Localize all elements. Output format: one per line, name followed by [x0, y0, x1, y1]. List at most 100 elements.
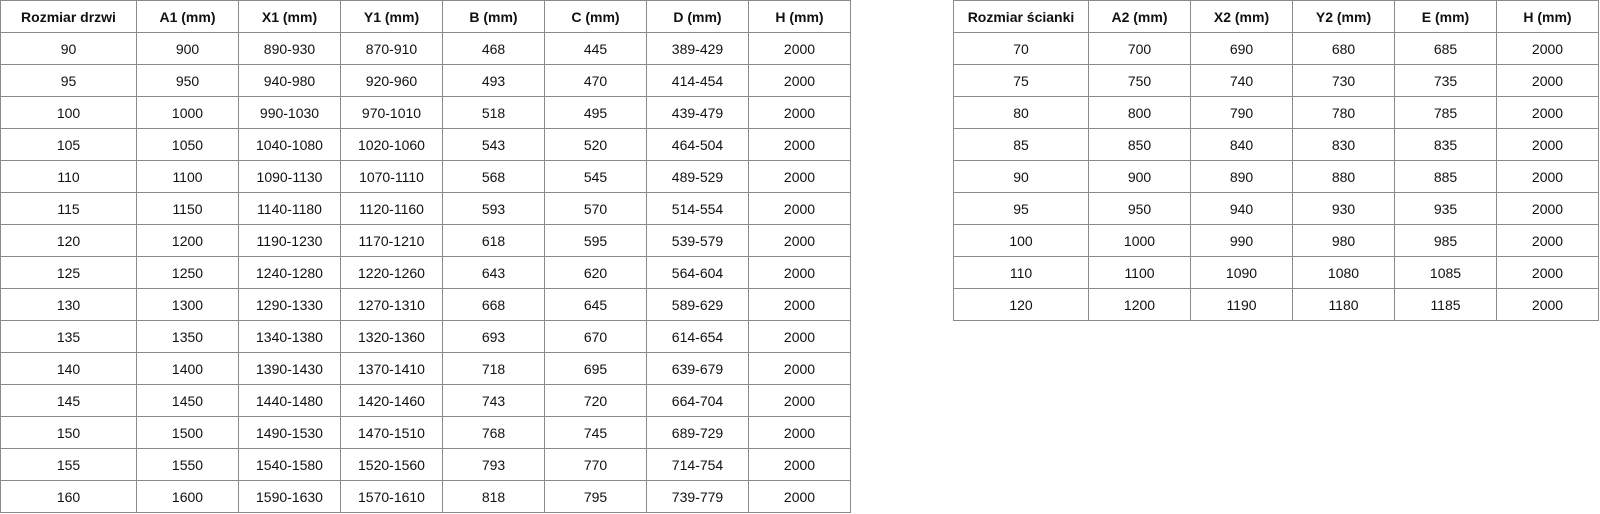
table-cell: 150	[0, 416, 137, 449]
table-cell: 414-454	[646, 64, 749, 97]
table-cell: 950	[136, 64, 239, 97]
door-size-table: Rozmiar drzwi A1 (mm) X1 (mm) Y1 (mm) B (mm)…	[0, 0, 851, 513]
table-cell: 850	[1088, 128, 1191, 161]
table-cell: 718	[442, 352, 545, 385]
table-cell: 690	[1190, 32, 1293, 65]
table-cell: 1190	[1190, 288, 1293, 321]
table-cell: 90	[0, 32, 137, 65]
table-cell: 1300	[136, 288, 239, 321]
table-cell: 695	[544, 352, 647, 385]
column-header: A1 (mm)	[136, 0, 239, 33]
table-row: 160 1600 1590-1630 1570-1610 818 795 739-779 20…	[0, 480, 851, 513]
table-cell: 920-960	[340, 64, 443, 97]
table-cell: 1100	[136, 160, 239, 193]
table-cell: 2000	[748, 384, 851, 417]
table-cell: 990	[1190, 224, 1293, 257]
table-cell: 614-654	[646, 320, 749, 353]
table-cell: 785	[1394, 96, 1497, 129]
table-cell: 1150	[136, 192, 239, 225]
table-cell: 1000	[1088, 224, 1191, 257]
table-cell: 870-910	[340, 32, 443, 65]
table-cell: 1350	[136, 320, 239, 353]
table-cell: 135	[0, 320, 137, 353]
table-cell: 464-504	[646, 128, 749, 161]
table-cell: 2000	[1496, 192, 1599, 225]
table-cell: 539-579	[646, 224, 749, 257]
wall-size-table: Rozmiar ścianki A2 (mm) X2 (mm) Y2 (mm) E (m…	[953, 0, 1599, 321]
table-cell: 1470-1510	[340, 416, 443, 449]
table-cell: 1290-1330	[238, 288, 341, 321]
table-cell: 770	[544, 448, 647, 481]
table-cell: 120	[953, 288, 1089, 321]
table-cell: 2000	[1496, 160, 1599, 193]
table-cell: 1370-1410	[340, 352, 443, 385]
table-cell: 1250	[136, 256, 239, 289]
table-cell: 160	[0, 480, 137, 513]
table-cell: 735	[1394, 64, 1497, 97]
column-header: A2 (mm)	[1088, 0, 1191, 33]
table-cell: 493	[442, 64, 545, 97]
table-cell: 1490-1530	[238, 416, 341, 449]
table-cell: 1185	[1394, 288, 1497, 321]
table-cell: 800	[1088, 96, 1191, 129]
table-cell: 85	[953, 128, 1089, 161]
table-cell: 145	[0, 384, 137, 417]
column-header: D (mm)	[646, 0, 749, 33]
table-cell: 2000	[748, 224, 851, 257]
table-cell: 125	[0, 256, 137, 289]
table-cell: 740	[1190, 64, 1293, 97]
table-cell: 1190-1230	[238, 224, 341, 257]
table-row: 110 1100 1090-1130 1070-1110 568 545 489-529 20…	[0, 160, 851, 193]
table-cell: 489-529	[646, 160, 749, 193]
table-cell: 739-779	[646, 480, 749, 513]
table-row: 150 1500 1490-1530 1470-1510 768 745 689-729 20…	[0, 416, 851, 449]
table-cell: 1450	[136, 384, 239, 417]
column-header: Y2 (mm)	[1292, 0, 1395, 33]
table-cell: 115	[0, 192, 137, 225]
table-cell: 2000	[1496, 64, 1599, 97]
table-cell: 90	[953, 160, 1089, 193]
table-row: 125 1250 1240-1280 1220-1260 643 620 564-604 20…	[0, 256, 851, 289]
table-cell: 2000	[748, 256, 851, 289]
table-cell: 1270-1310	[340, 288, 443, 321]
table-cell: 589-629	[646, 288, 749, 321]
table-cell: 593	[442, 192, 545, 225]
column-header: H (mm)	[748, 0, 851, 33]
table-cell: 2000	[748, 320, 851, 353]
table-cell: 1240-1280	[238, 256, 341, 289]
table-cell: 564-604	[646, 256, 749, 289]
table-cell: 155	[0, 448, 137, 481]
table-cell: 110	[0, 160, 137, 193]
table-cell: 95	[0, 64, 137, 97]
table-row: 90 900 890-930 870-910 468 445 389-429 2000	[0, 32, 851, 65]
column-header: Rozmiar ścianki	[953, 0, 1089, 33]
table-cell: 75	[953, 64, 1089, 97]
table-cell: 520	[544, 128, 647, 161]
table-cell: 439-479	[646, 96, 749, 129]
table-cell: 970-1010	[340, 96, 443, 129]
table-cell: 720	[544, 384, 647, 417]
table-cell: 1420-1460	[340, 384, 443, 417]
table-cell: 1320-1360	[340, 320, 443, 353]
table-cell: 639-679	[646, 352, 749, 385]
table-cell: 1020-1060	[340, 128, 443, 161]
table-cell: 1085	[1394, 256, 1497, 289]
table-cell: 693	[442, 320, 545, 353]
table-cell: 70	[953, 32, 1089, 65]
table-cell: 1200	[1088, 288, 1191, 321]
table-row: 85 850 840 830 835 2000	[953, 128, 1599, 161]
table-cell: 1040-1080	[238, 128, 341, 161]
table-row: 75 750 740 730 735 2000	[953, 64, 1599, 97]
table-cell: 514-554	[646, 192, 749, 225]
table-row: 135 1350 1340-1380 1320-1360 693 670 614-654 20…	[0, 320, 851, 353]
table-row: 100 1000 990-1030 970-1010 518 495 439-479 2000	[0, 96, 851, 129]
table-row: 140 1400 1390-1430 1370-1410 718 695 639-679 20…	[0, 352, 851, 385]
table-cell: 768	[442, 416, 545, 449]
column-header: C (mm)	[544, 0, 647, 33]
table-cell: 2000	[748, 32, 851, 65]
table-cell: 780	[1292, 96, 1395, 129]
table-cell: 2000	[748, 480, 851, 513]
table-cell: 130	[0, 288, 137, 321]
table-row: 70 700 690 680 685 2000	[953, 32, 1599, 65]
table-cell: 2000	[1496, 128, 1599, 161]
